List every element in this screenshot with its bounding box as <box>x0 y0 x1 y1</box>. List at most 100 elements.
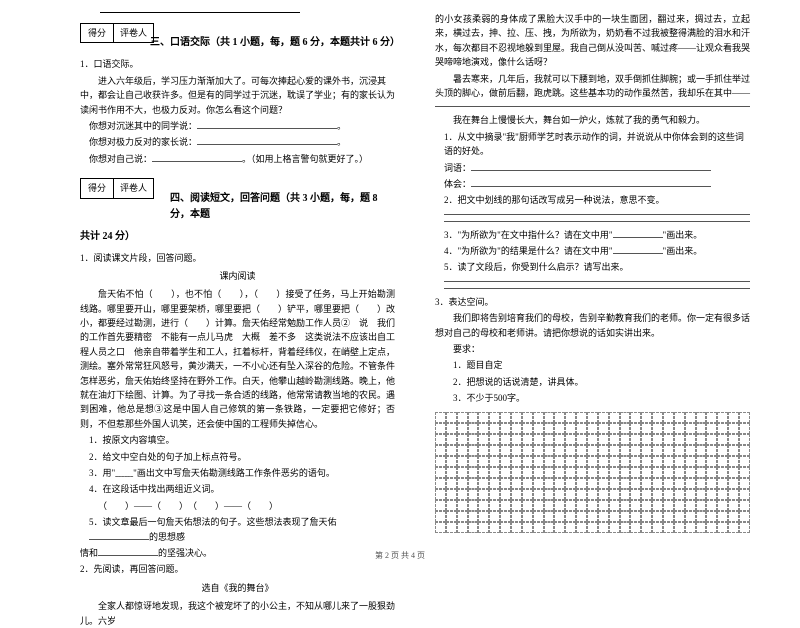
grid-cell <box>620 522 631 533</box>
grid-cell <box>554 478 565 489</box>
left-column: 得分 评卷人 三、口语交际（共 1 小题，每，题 6 分，本题共计 6 分） 1… <box>70 10 415 545</box>
grid-cell <box>696 423 707 434</box>
grid-cell <box>576 412 587 423</box>
grid-cell <box>739 478 750 489</box>
grid-cell <box>587 412 598 423</box>
grid-cell <box>522 412 533 423</box>
grid-cell <box>696 489 707 500</box>
grid-cell <box>739 423 750 434</box>
top-rule <box>100 12 300 13</box>
grid-cell <box>489 434 500 445</box>
grid-cell <box>544 500 555 511</box>
grid-cell <box>728 412 739 423</box>
grid-cell <box>478 412 489 423</box>
grid-cell <box>565 445 576 456</box>
r2-3: 3．"为所欲为"在文中指什么？请在文中用""画出来。 <box>444 228 750 242</box>
reading2-p1: 全家人都惊讶地发现，我这个被宠坏了的小公主，不知从哪儿来了一股狠劲儿。六岁 <box>80 599 395 628</box>
grid-cell <box>685 478 696 489</box>
grid-cell <box>706 478 717 489</box>
blank-line-full-5 <box>444 288 750 289</box>
grid-cell <box>620 467 631 478</box>
blank <box>152 152 242 162</box>
grid-cell <box>609 467 620 478</box>
grid-cell <box>435 522 446 533</box>
grid-cell <box>511 511 522 522</box>
grid-cell <box>739 434 750 445</box>
grid-cell <box>598 434 609 445</box>
grid-cell <box>641 478 652 489</box>
grid-cell <box>685 500 696 511</box>
grid-cell <box>685 467 696 478</box>
grid-cell <box>663 456 674 467</box>
grid-cell <box>652 467 663 478</box>
grid-cell <box>696 522 707 533</box>
r1-5a: 5．读文章最后一句詹天佑想法的句子。这些想法表现了詹天佑 <box>89 517 337 527</box>
grid-cell <box>674 434 685 445</box>
grid-cell <box>468 478 479 489</box>
grid-cell <box>630 489 641 500</box>
grid-cell <box>511 478 522 489</box>
page: 得分 评卷人 三、口语交际（共 1 小题，每，题 6 分，本题共计 6 分） 1… <box>0 0 800 565</box>
score-cell-reviewer-2: 评卷人 <box>114 178 154 198</box>
grid-cell <box>620 489 631 500</box>
grid-cell <box>468 423 479 434</box>
grid-cell <box>576 434 587 445</box>
r2-4: 4．"为所欲为"的结果是什么？请在文中用""画出来。 <box>444 244 750 258</box>
grid-cell <box>717 423 728 434</box>
grid-cell <box>576 489 587 500</box>
grid-cell <box>468 456 479 467</box>
grid-cell <box>554 511 565 522</box>
reading2-p2: 的小女孩柔弱的身体成了黑脸大汉手中的一块生面团，翻过来，㨄过去，立起来，横过去，… <box>435 12 750 70</box>
grid-cell <box>565 500 576 511</box>
grid-cell <box>598 467 609 478</box>
grid-cell <box>652 434 663 445</box>
grid-cell <box>435 456 446 467</box>
grid-cell <box>500 423 511 434</box>
grid-cell <box>587 445 598 456</box>
grid-cell <box>576 522 587 533</box>
grid-cell <box>435 434 446 445</box>
grid-cell <box>598 456 609 467</box>
grid-cell <box>489 511 500 522</box>
grid-cell <box>544 423 555 434</box>
grid-cell <box>598 489 609 500</box>
grid-cell <box>706 511 717 522</box>
grid-cell <box>544 456 555 467</box>
grid-cell <box>489 489 500 500</box>
grid-cell <box>717 489 728 500</box>
grid-cell <box>554 445 565 456</box>
grid-cell <box>630 412 641 423</box>
grid-cell <box>457 489 468 500</box>
grid-cell <box>565 467 576 478</box>
grid-cell <box>576 423 587 434</box>
blank <box>613 244 663 254</box>
grid-cell <box>696 456 707 467</box>
grid-cell <box>565 412 576 423</box>
grid-cell <box>478 467 489 478</box>
r2-5: 5．读了文段后，你受到什么启示？请写出来。 <box>444 260 750 274</box>
grid-cell <box>446 456 457 467</box>
grid-cell <box>478 478 489 489</box>
grid-cell <box>500 478 511 489</box>
grid-cell <box>620 456 631 467</box>
grid-cell <box>478 500 489 511</box>
grid-cell <box>446 434 457 445</box>
grid-cell <box>457 522 468 533</box>
grid-cell <box>641 489 652 500</box>
q1-label: 1．口语交际。 <box>80 57 395 71</box>
r2-3a: 3．"为所欲为"在文中指什么？请在文中用" <box>444 230 613 240</box>
grid-cell <box>576 511 587 522</box>
grid-cell <box>489 445 500 456</box>
grid-cell <box>641 500 652 511</box>
grid-cell <box>435 423 446 434</box>
grid-cell <box>587 478 598 489</box>
grid-row <box>435 511 750 522</box>
grid-cell <box>652 511 663 522</box>
grid-cell <box>478 489 489 500</box>
grid-cell <box>522 423 533 434</box>
section-4-title-b: 共计 24 分） <box>80 229 395 245</box>
r1-3: 3．用"﹏﹏"画出文中写詹天佑勘测线路工作条件恶劣的语句。 <box>89 466 395 480</box>
grid-row <box>435 522 750 533</box>
reading2-p4: 我在舞台上慢慢长大，舞台如一炉火，炼就了我的勇气和毅力。 <box>435 113 750 127</box>
grid-cell <box>576 456 587 467</box>
